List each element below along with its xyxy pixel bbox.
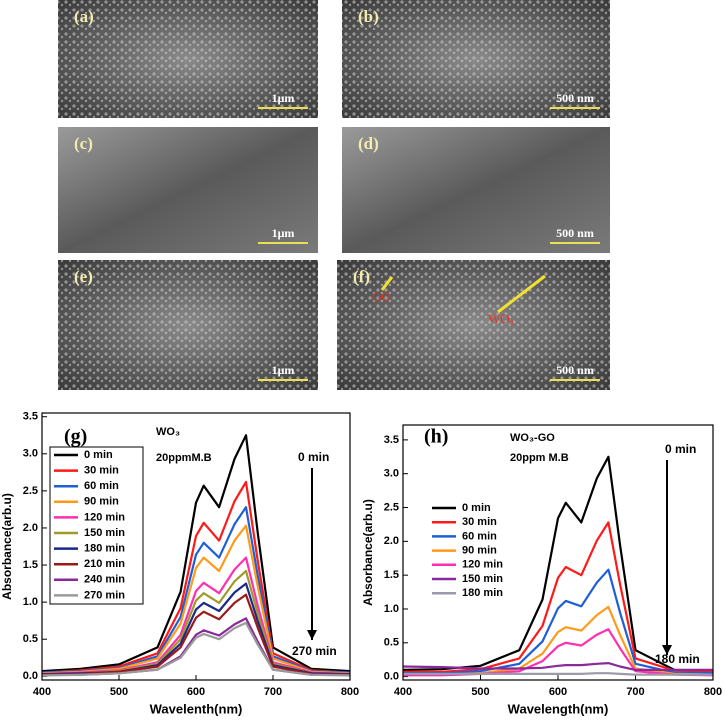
charts: 0.0 0.5 1.0 1.5 2.0 2.5 3.0 3.5 400 500 600 700 800 W… [0, 411, 722, 717]
y-tick-label: 0.5 [384, 637, 399, 649]
y-tick-label: 1.0 [384, 603, 399, 615]
line-series [41, 593, 351, 676]
annotation: WO₃-GO [510, 432, 555, 444]
y-tick-label: 2.5 [23, 485, 38, 497]
annotation: 0 min [665, 442, 696, 456]
sem-texture [342, 0, 610, 118]
panel-label: (a) [74, 7, 94, 26]
chart: 0.0 0.5 1.0 1.5 2.0 2.5 3.0 3.5 400 500 600 700 800 W… [361, 424, 722, 716]
sem-texture [337, 260, 610, 390]
legend-label: 150 min [84, 527, 125, 539]
annotation: WO₃ [156, 426, 180, 438]
x-axis-label: Wavelenth(nm) [150, 701, 243, 716]
y-tick-label: 3.5 [23, 411, 38, 423]
legend-label: 120 min [462, 559, 503, 571]
y-tick-label: 2.0 [23, 522, 38, 534]
x-tick-label: 400 [394, 686, 412, 698]
y-tick-label: 1.0 [23, 596, 38, 608]
x-tick-label: 400 [33, 686, 51, 698]
sem-images: (a) 1μm (b) 500 nm (c) 1μm (d) 500 nm (e) 1μm (f) 5… [58, 0, 610, 390]
annotation: 270 min [292, 644, 337, 658]
panel-label: (c) [74, 134, 93, 153]
legend-label: 270 min [84, 589, 125, 601]
y-axis-label: Absorbance(arb.u) [361, 499, 375, 606]
annotation: 0 min [298, 450, 329, 464]
legend-label: 60 min [462, 530, 497, 542]
annotation: (h) [424, 426, 448, 448]
chart: 0.0 0.5 1.0 1.5 2.0 2.5 3.0 3.5 400 500 600 700 800 W… [0, 411, 359, 717]
scale-bar-label: 500 nm [556, 363, 594, 377]
y-tick-label: 2.5 [384, 501, 399, 513]
line-series [41, 621, 351, 677]
scale-bar-label: 1μm [272, 363, 295, 377]
line-series [41, 524, 351, 675]
sem-image [58, 127, 318, 253]
x-tick-label: 600 [549, 686, 567, 698]
legend-label: 90 min [84, 496, 119, 508]
annotation: WO₃ [488, 311, 514, 326]
sem-image [342, 127, 610, 253]
y-tick-label: 1.5 [23, 559, 38, 571]
panel-label: (d) [358, 134, 379, 153]
legend-label: 180 min [84, 543, 125, 555]
x-tick-label: 700 [264, 686, 282, 698]
y-tick-label: 3.0 [384, 468, 399, 480]
x-tick-label: 600 [187, 686, 205, 698]
legend-label: 240 min [84, 574, 125, 586]
arrow-head [662, 645, 672, 655]
y-tick-label: 0.5 [23, 633, 38, 645]
scale-bar-label: 500 nm [556, 91, 594, 105]
legend-label: 30 min [84, 465, 119, 477]
scale-bar-label: 1μm [272, 226, 295, 240]
legend-label: 90 min [462, 545, 497, 557]
x-tick-label: 500 [110, 686, 128, 698]
y-tick-label: 3.5 [384, 434, 399, 446]
plot-frame [402, 424, 714, 681]
line-series [402, 455, 714, 673]
annotation: (g) [64, 426, 87, 448]
legend-label: 150 min [462, 573, 503, 585]
scale-bar-label: 500 nm [556, 226, 594, 240]
y-axis-label: Absorbance(arb.u) [0, 493, 14, 600]
legend-label: 210 min [84, 558, 125, 570]
y-tick-label: 0.0 [384, 671, 399, 683]
line-series [403, 568, 714, 675]
line-series [41, 434, 351, 673]
annotation: 180 min [655, 652, 700, 666]
legend-label: 30 min [462, 516, 497, 528]
x-tick-label: 500 [471, 686, 489, 698]
annotation: GO [372, 289, 391, 304]
scale-bar-label: 1μm [272, 91, 295, 105]
plot-frame [41, 412, 351, 681]
x-tick-label: 800 [341, 686, 359, 698]
legend-label: 60 min [84, 480, 119, 492]
x-tick-label: 800 [704, 686, 722, 698]
sem-texture [58, 0, 318, 118]
legend-label: 120 min [84, 511, 125, 523]
x-tick-label: 700 [626, 686, 644, 698]
line-series [402, 662, 713, 671]
arrow [497, 274, 546, 314]
y-tick-label: 2.0 [384, 535, 399, 547]
panel-label: (f) [353, 267, 370, 286]
arrow-head [307, 630, 317, 640]
line-series [403, 672, 713, 676]
legend-label: 0 min [84, 449, 113, 461]
y-tick-label: 1.5 [384, 569, 399, 581]
y-tick-label: 3.0 [23, 448, 38, 460]
sem-texture [58, 260, 318, 390]
legend-label: 0 min [462, 502, 491, 514]
panel-label: (e) [74, 267, 93, 286]
arrow [380, 276, 394, 291]
y-tick-label: 0.0 [23, 670, 38, 682]
legend-label: 180 min [462, 587, 503, 599]
legend-box [49, 446, 144, 605]
x-axis-label: Wavelength(nm) [508, 701, 609, 716]
annotation: 20ppmM.B [156, 452, 212, 464]
panel-label: (b) [358, 7, 379, 26]
annotation: 20ppm M.B [510, 452, 569, 464]
